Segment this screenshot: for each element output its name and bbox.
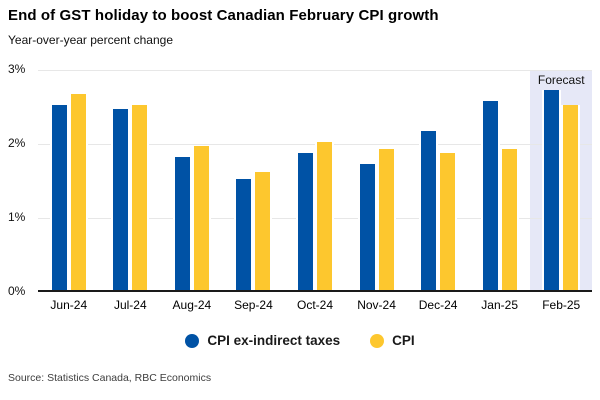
x-axis-tick-label: Sep-24 (234, 298, 273, 312)
bar-cpi-ex-indirect-taxes (172, 156, 192, 290)
source-note: Source: Statistics Canada, RBC Economics (8, 372, 212, 384)
plot-area: Forecast 0% 1% 2% 3% Jun-24 Jul-24 Aug-24 Sep-24… (8, 62, 592, 312)
bar-cpi-ex-indirect-taxes (542, 90, 562, 290)
x-axis-tick-label: Dec-24 (418, 298, 458, 312)
x-axis-tick-label: Jan-25 (481, 298, 518, 312)
gridline (38, 70, 592, 71)
bar-cpi (68, 93, 88, 290)
y-axis-tick-label: 0% (8, 284, 26, 298)
chart-subtitle: Year-over-year percent change (8, 33, 173, 47)
legend-label: CPI (392, 333, 415, 348)
y-axis-tick-label: 2% (8, 136, 26, 150)
legend-swatch-icon (370, 333, 385, 348)
x-axis-tick-label: Feb-25 (542, 298, 581, 312)
bar-cpi (438, 153, 458, 290)
legend: CPI ex-indirect taxes CPI (0, 333, 600, 348)
bar-cpi-ex-indirect-taxes (419, 130, 439, 290)
legend-item: CPI ex-indirect taxes (185, 333, 340, 348)
x-axis-tick-label: Jun-24 (50, 298, 88, 312)
bar-cpi-ex-indirect-taxes (234, 179, 254, 290)
chart-title: End of GST holiday to boost Canadian Feb… (8, 7, 439, 24)
legend-swatch-icon (185, 333, 200, 348)
bar-cpi (561, 105, 581, 290)
x-axis-tick-label: Jul-24 (113, 298, 147, 312)
bar-cpi (499, 149, 519, 290)
bar-cpi (253, 171, 273, 290)
legend-label: CPI ex-indirect taxes (207, 333, 341, 348)
legend-item: CPI (370, 333, 415, 348)
bar-cpi (315, 142, 334, 290)
y-axis-tick-label: 3% (8, 62, 26, 76)
x-axis-tick-label: Aug-24 (172, 298, 212, 312)
bar-cpi (191, 145, 211, 290)
bar-cpi-ex-indirect-taxes (111, 108, 131, 290)
x-axis-tick-label: Oct-24 (296, 298, 333, 312)
x-axis-tick-label: Nov-24 (357, 298, 396, 312)
bar-cpi-ex-indirect-taxes (296, 153, 315, 290)
bar-cpi (130, 105, 150, 290)
bar-cpi-ex-indirect-taxes (480, 101, 500, 290)
bar-cpi (376, 149, 396, 290)
bar-cpi-ex-indirect-taxes (49, 105, 69, 290)
y-axis-tick-label: 1% (8, 210, 26, 224)
forecast-label: Forecast (537, 73, 585, 87)
bar-cpi-ex-indirect-taxes (357, 164, 377, 290)
